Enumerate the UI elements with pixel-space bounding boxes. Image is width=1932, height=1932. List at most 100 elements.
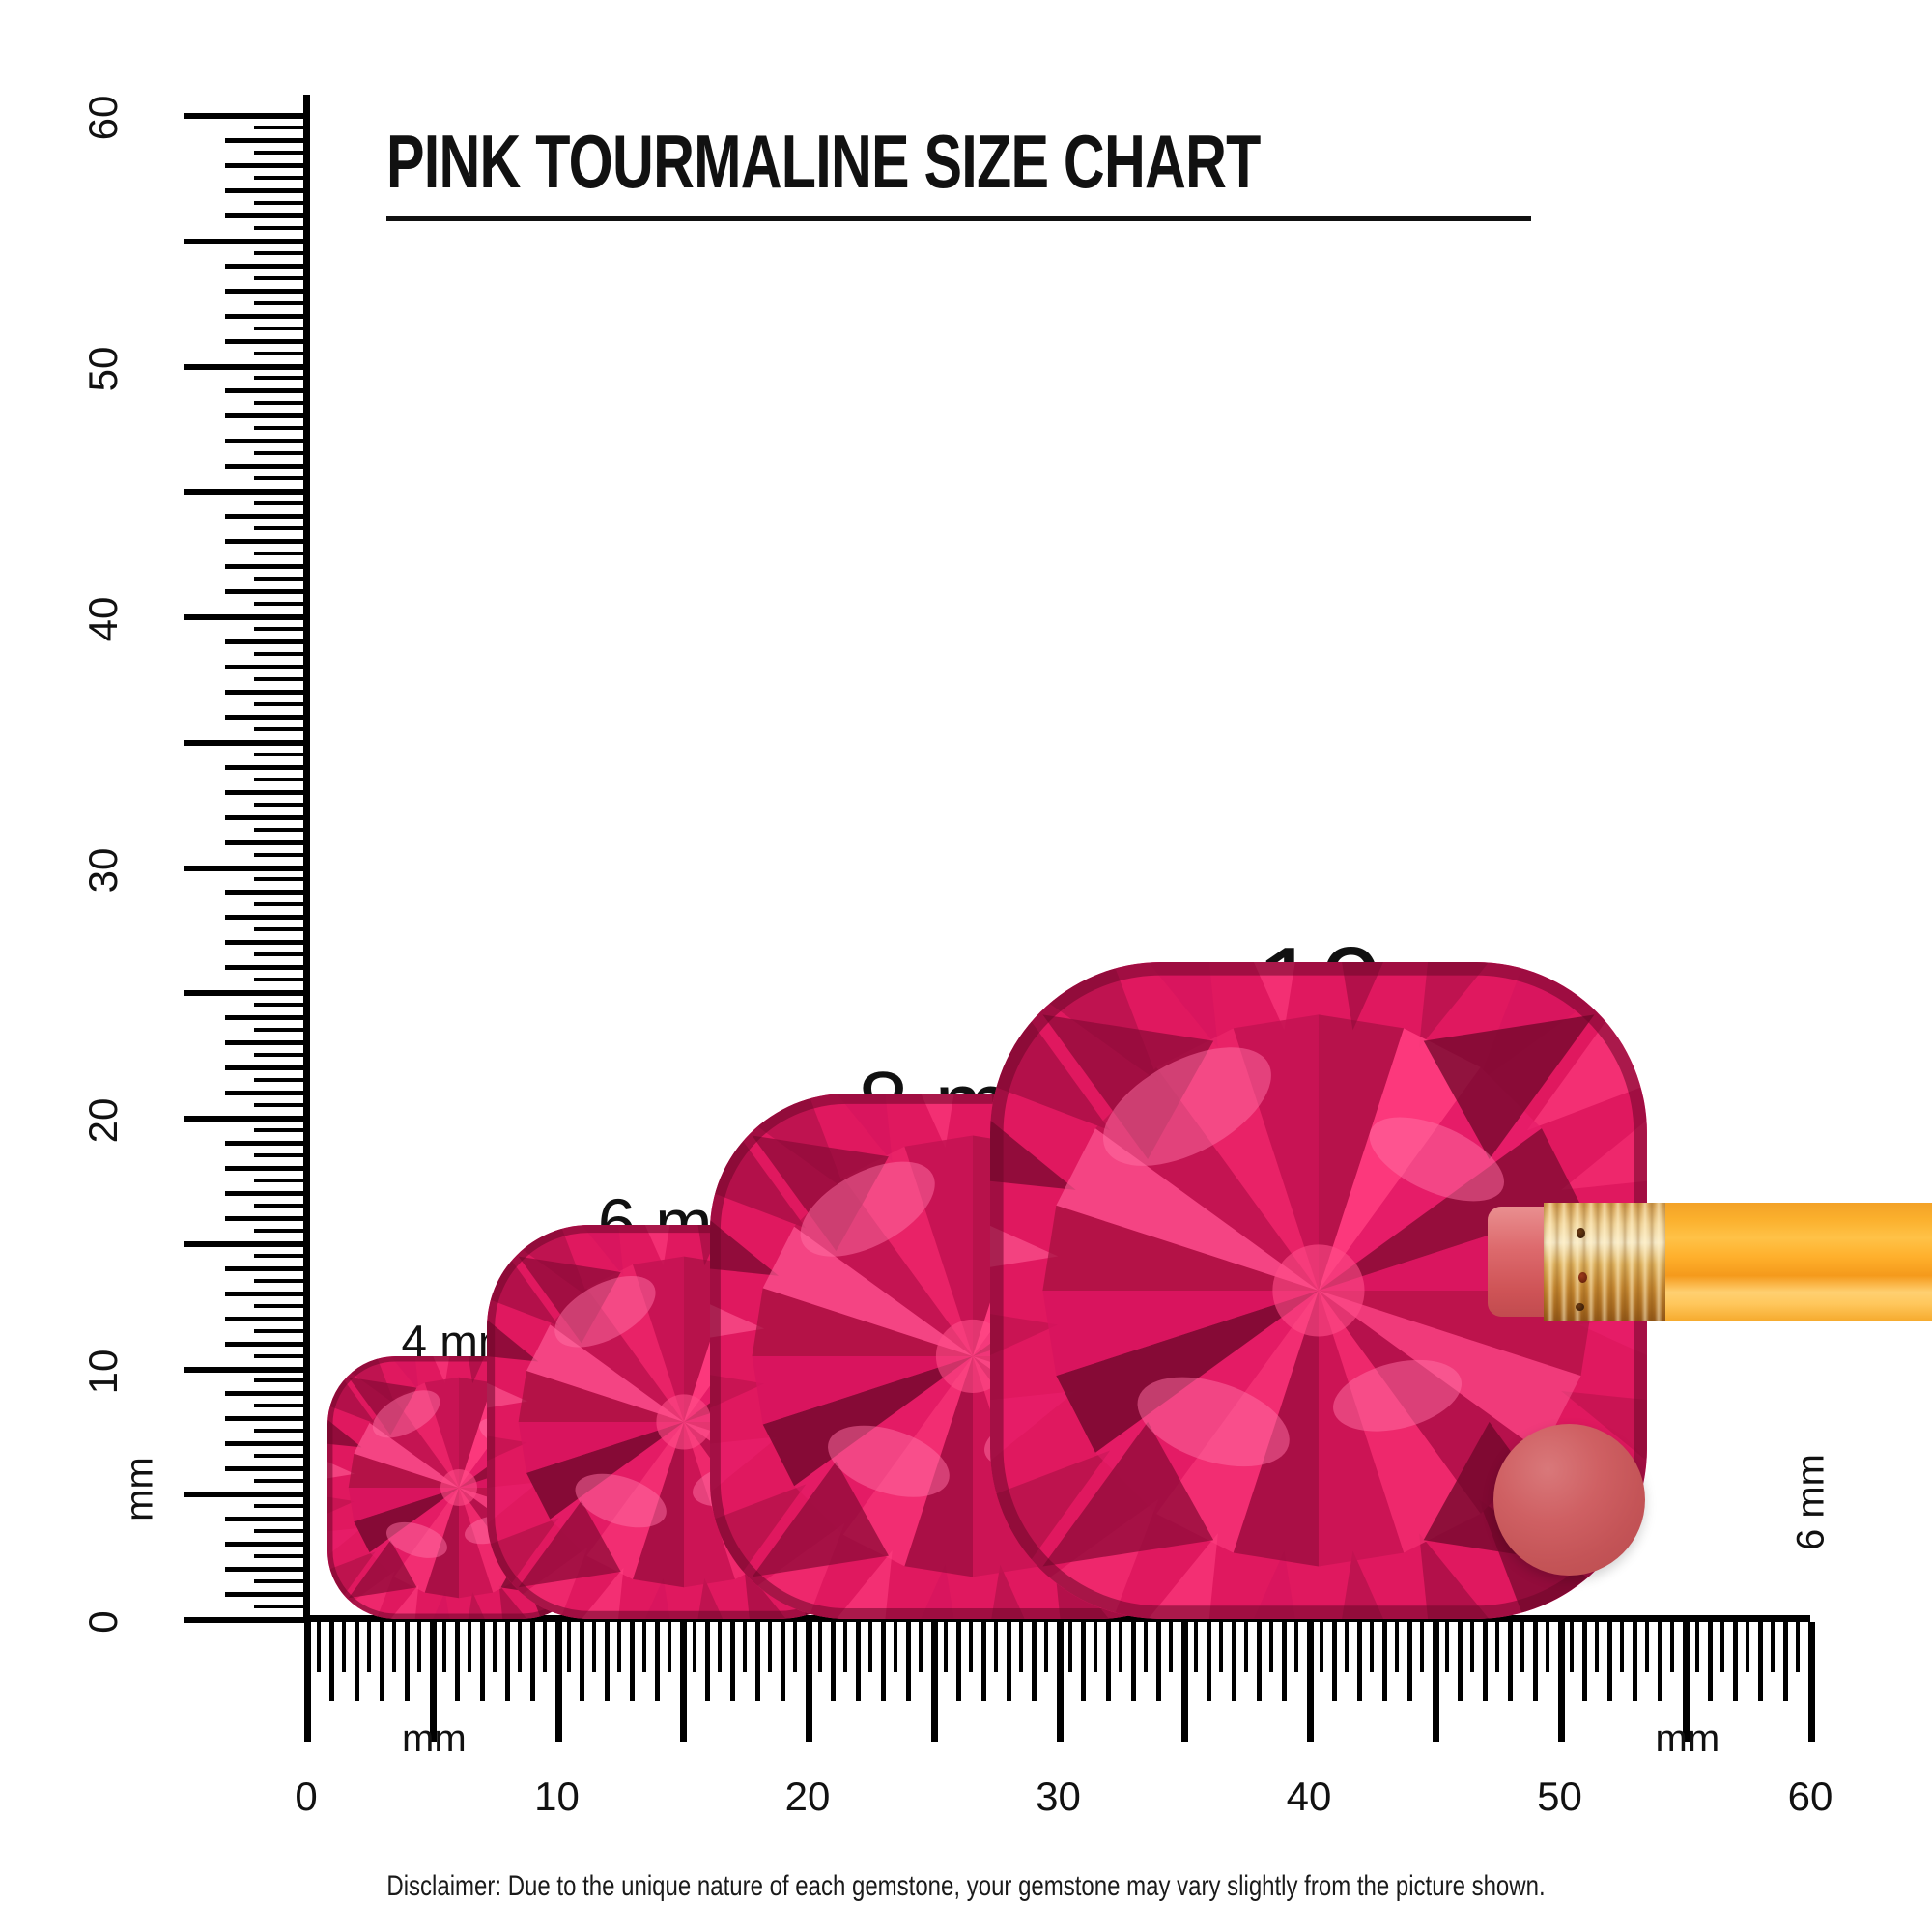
vertical-tick-mid (225, 1091, 304, 1096)
vertical-tick-minor (254, 300, 304, 305)
horizontal-tick-mid (1106, 1622, 1112, 1701)
vertical-tick-minor (254, 225, 304, 230)
vertical-tick-minor (254, 451, 304, 456)
eraser-dimension-text: 6 mm (1789, 1454, 1833, 1550)
vertical-tick-minor (254, 200, 304, 205)
vertical-tick-mid (225, 1040, 304, 1046)
vertical-tick-mid (225, 162, 304, 168)
vertical-tick-mid (225, 1140, 304, 1146)
vertical-tick-mid (225, 814, 304, 820)
horizontal-tick-minor (441, 1622, 446, 1672)
horizontal-tick-mid (1031, 1622, 1037, 1701)
vertical-tick-minor (254, 952, 304, 957)
horizontal-tick-label: 40 (1286, 1774, 1332, 1819)
vertical-ruler (184, 0, 309, 1633)
horizontal-tick-mid (404, 1622, 410, 1701)
vertical-tick-minor (254, 626, 304, 631)
vertical-tick-minor (254, 1303, 304, 1308)
horizontal-tick-minor (1695, 1622, 1700, 1672)
vertical-tick-mid (225, 764, 304, 770)
horizontal-tick-mid (830, 1622, 836, 1701)
horizontal-tick-minor (391, 1622, 396, 1672)
vertical-tick-major (184, 1366, 304, 1373)
horizontal-tick-minor (1670, 1622, 1675, 1672)
vertical-tick-minor (254, 877, 304, 882)
vertical-tick-mid (225, 689, 304, 695)
horizontal-tick-mid (1733, 1622, 1739, 1701)
horizontal-tick-minor (1469, 1622, 1474, 1672)
horizontal-tick-mid (529, 1622, 535, 1701)
horizontal-tick-mid (1758, 1622, 1764, 1701)
vertical-tick-major (184, 739, 304, 746)
vertical-tick-minor (254, 1003, 304, 1008)
vertical-tick-minor (254, 1554, 304, 1559)
horizontal-tick-minor (817, 1622, 822, 1672)
vertical-tick-mid (225, 664, 304, 669)
vertical-tick-major (184, 363, 304, 370)
horizontal-tick-major (429, 1622, 437, 1742)
vertical-tick-minor (254, 802, 304, 807)
horizontal-tick-mid (730, 1622, 736, 1701)
horizontal-tick-minor (1394, 1622, 1399, 1672)
vertical-axis-unit-label: mm (118, 1457, 161, 1521)
horizontal-tick-major (1432, 1622, 1439, 1742)
horizontal-tick-minor (918, 1622, 923, 1672)
horizontal-tick-minor (793, 1622, 798, 1672)
horizontal-tick-major (930, 1622, 938, 1742)
vertical-tick-minor (254, 376, 304, 381)
horizontal-tick-label: 10 (534, 1774, 580, 1819)
vertical-tick-mid (225, 413, 304, 419)
horizontal-tick-minor (1344, 1622, 1349, 1672)
vertical-tick-minor (254, 777, 304, 781)
horizontal-tick-mid (1582, 1622, 1588, 1701)
vertical-tick-mid (225, 940, 304, 946)
vertical-tick-mid (225, 439, 304, 444)
horizontal-tick-minor (642, 1622, 647, 1672)
vertical-tick-mid (225, 1341, 304, 1347)
vertical-tick-mid (225, 213, 304, 218)
horizontal-tick-label: 50 (1537, 1774, 1582, 1819)
horizontal-tick-minor (341, 1622, 346, 1672)
vertical-tick-major (184, 614, 304, 620)
horizontal-tick-mid (379, 1622, 384, 1701)
vertical-tick-mid (225, 589, 304, 595)
vertical-tick-minor (254, 1228, 304, 1233)
vertical-tick-minor (254, 526, 304, 531)
horizontal-tick-minor (1269, 1622, 1274, 1672)
horizontal-tick-label: 60 (1787, 1774, 1833, 1819)
vertical-tick-minor (254, 501, 304, 506)
horizontal-tick-major (1808, 1622, 1815, 1742)
vertical-tick-mid (225, 263, 304, 269)
horizontal-tick-minor (1169, 1622, 1174, 1672)
horizontal-tick-minor (842, 1622, 847, 1672)
eraser-dimension-label: 6 mm (1729, 1420, 1893, 1584)
vertical-tick-mid (225, 1065, 304, 1071)
vertical-tick-minor (254, 651, 304, 656)
vertical-tick-mid (225, 187, 304, 193)
vertical-tick-mid (225, 514, 304, 520)
horizontal-tick-minor (1570, 1622, 1575, 1672)
horizontal-tick-mid (1282, 1622, 1288, 1701)
vertical-tick-major (184, 238, 304, 244)
horizontal-tick-minor (768, 1622, 773, 1672)
vertical-tick-major (184, 1116, 304, 1122)
vertical-tick-mid (225, 1416, 304, 1422)
vertical-tick-minor (254, 1053, 304, 1058)
vertical-tick-minor (254, 1127, 304, 1132)
vertical-tick-minor (254, 1028, 304, 1033)
vertical-tick-minor (254, 125, 304, 129)
gemstone-10mm: 10 mm (990, 923, 1648, 1619)
horizontal-tick-minor (1545, 1622, 1549, 1672)
horizontal-tick-minor (893, 1622, 897, 1672)
vertical-tick-minor (254, 1454, 304, 1459)
vertical-tick-mid (225, 564, 304, 570)
vertical-axis-line (303, 95, 310, 1621)
vertical-tick-minor (254, 1429, 304, 1434)
horizontal-tick-major (1181, 1622, 1189, 1742)
vertical-tick-minor (254, 1579, 304, 1584)
horizontal-tick-minor (1520, 1622, 1524, 1672)
pencil-eraser (1488, 1207, 1548, 1317)
horizontal-tick-minor (1494, 1622, 1499, 1672)
horizontal-tick-mid (755, 1622, 761, 1701)
